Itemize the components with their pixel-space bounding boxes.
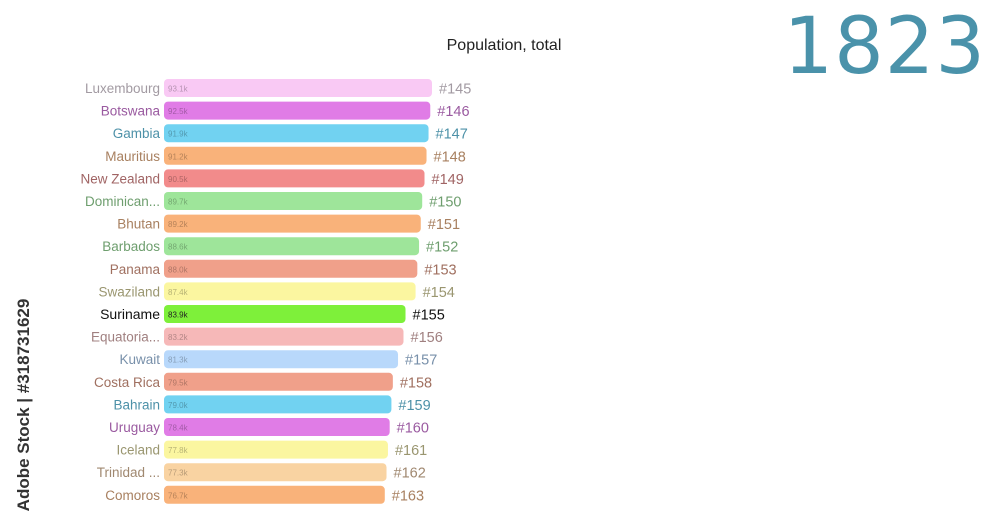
bar-row: Dominican... 89.7k #150 xyxy=(85,192,461,211)
bar xyxy=(164,237,420,256)
country-label: Comoros xyxy=(105,488,160,503)
value-label: 88.6k xyxy=(168,243,189,252)
bar xyxy=(164,101,431,120)
bar-row: Panama 88.0k #153 xyxy=(110,259,457,278)
bar-row: Gambia 91.9k #147 xyxy=(113,124,468,143)
country-label: Equatoria... xyxy=(91,330,160,345)
value-label: 76.7k xyxy=(168,491,189,500)
bar xyxy=(164,146,427,165)
country-label: Luxembourg xyxy=(85,81,160,96)
bar-row: Bhutan 89.2k #151 xyxy=(117,214,460,233)
value-label: 77.3k xyxy=(168,469,189,478)
rank-label: #160 xyxy=(397,421,429,437)
value-label: 79.0k xyxy=(168,401,189,410)
bar xyxy=(164,372,393,391)
value-label: 81.3k xyxy=(168,356,189,365)
bar-row: Kuwait 81.3k #157 xyxy=(119,350,437,369)
country-label: Bhutan xyxy=(117,217,160,232)
rank-label: #147 xyxy=(436,127,468,143)
bar xyxy=(164,463,387,482)
bar xyxy=(164,214,421,233)
value-label: 93.1k xyxy=(168,85,189,94)
bar xyxy=(164,124,429,143)
rank-label: #148 xyxy=(434,149,466,165)
country-label: Gambia xyxy=(113,126,161,141)
country-label: Iceland xyxy=(116,443,160,458)
bar xyxy=(164,327,404,346)
value-label: 90.5k xyxy=(168,175,189,184)
country-label: Barbados xyxy=(102,239,160,254)
bar-row: Comoros 76.7k #163 xyxy=(105,485,424,504)
country-label: Bahrain xyxy=(113,397,160,412)
bar-row: Botswana 92.5k #146 xyxy=(101,101,470,120)
rank-label: #154 xyxy=(423,285,455,301)
bar-row: Uruguay 78.4k #160 xyxy=(109,418,429,437)
value-label: 92.5k xyxy=(168,107,189,116)
rank-label: #155 xyxy=(413,308,445,324)
bar xyxy=(164,169,425,188)
value-label: 87.4k xyxy=(168,288,189,297)
bar-row: Suriname 83.9k #155 xyxy=(100,305,445,324)
value-label: 77.8k xyxy=(168,446,189,455)
bar-row: Bahrain 79.0k #159 xyxy=(113,395,431,414)
rank-label: #159 xyxy=(398,398,430,414)
country-label: Mauritius xyxy=(105,149,160,164)
country-label: New Zealand xyxy=(80,171,160,186)
value-label: 89.2k xyxy=(168,220,189,229)
country-label: Panama xyxy=(110,262,161,277)
bar xyxy=(164,418,390,436)
rank-label: #163 xyxy=(392,488,424,504)
rank-label: #162 xyxy=(394,466,426,482)
chart-title: Population, total xyxy=(446,37,562,54)
rank-label: #151 xyxy=(428,217,460,233)
rank-label: #158 xyxy=(400,375,432,391)
country-label: Swaziland xyxy=(98,284,160,299)
value-label: 78.4k xyxy=(168,424,189,433)
value-label: 79.5k xyxy=(168,378,189,387)
bar xyxy=(164,305,406,323)
bar-row: Equatoria... 83.2k #156 xyxy=(91,327,443,346)
bar xyxy=(164,192,423,210)
rank-label: #156 xyxy=(411,330,443,346)
value-label: 83.2k xyxy=(168,333,189,342)
rank-label: #150 xyxy=(429,195,461,211)
rank-label: #161 xyxy=(395,443,427,459)
bar-row: New Zealand 90.5k #149 xyxy=(80,169,464,188)
rank-label: #157 xyxy=(405,353,437,369)
bar-row: Costa Rica 79.5k #158 xyxy=(94,372,432,391)
bar xyxy=(164,395,392,414)
country-label: Kuwait xyxy=(119,352,160,367)
bar xyxy=(164,79,432,97)
year-display: 1823 xyxy=(783,2,986,92)
bar-row: Mauritius 91.2k #148 xyxy=(105,146,466,165)
country-label: Uruguay xyxy=(109,420,160,435)
bar-row: Swaziland 87.4k #154 xyxy=(98,282,455,301)
rank-label: #146 xyxy=(437,104,469,120)
bar xyxy=(164,485,385,504)
bar-row: Iceland 77.8k #161 xyxy=(116,440,427,459)
rank-label: #152 xyxy=(426,240,458,256)
value-label: 88.0k xyxy=(168,265,189,274)
value-label: 89.7k xyxy=(168,198,189,207)
bar xyxy=(164,350,399,369)
value-label: 91.2k xyxy=(168,152,189,161)
bar-row: Luxembourg 93.1k #145 xyxy=(85,79,471,98)
country-label: Botswana xyxy=(101,104,161,119)
country-label: Dominican... xyxy=(85,194,160,209)
bar-row: Trinidad ... 77.3k #162 xyxy=(97,463,426,482)
value-label: 91.9k xyxy=(168,130,189,139)
value-label: 83.9k xyxy=(168,311,189,320)
country-label: Costa Rica xyxy=(94,375,161,390)
bar xyxy=(164,440,388,459)
bar xyxy=(164,282,416,301)
bar xyxy=(164,259,418,278)
rank-label: #153 xyxy=(424,262,456,278)
rank-label: #149 xyxy=(432,172,464,188)
country-label: Suriname xyxy=(100,306,160,322)
bar-row: Barbados 88.6k #152 xyxy=(102,237,458,256)
rank-label: #145 xyxy=(439,82,471,98)
country-label: Trinidad ... xyxy=(97,465,160,480)
